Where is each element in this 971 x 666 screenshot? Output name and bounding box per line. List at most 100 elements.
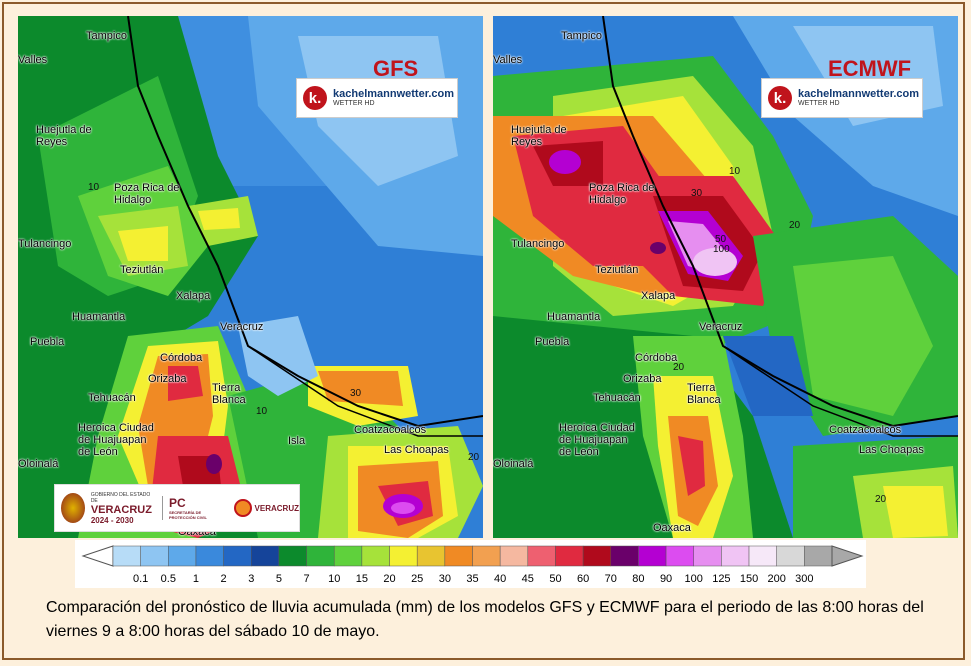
gov-line1: GOBIERNO DEL ESTADO DE — [90, 491, 151, 504]
city-label: Heroica Ciudad de Huajuapan de León — [78, 422, 154, 458]
legend-swatch — [416, 545, 446, 567]
city-label: Las Choapas — [859, 444, 924, 456]
isoline-label: 20 — [468, 452, 480, 463]
gfs-model-label: GFS — [373, 56, 419, 81]
isoline-label: 10 — [88, 182, 100, 193]
isoline-label: 100 — [713, 244, 730, 255]
city-label: Poza Rica de Hidalgo — [114, 182, 180, 206]
legend-swatch — [693, 545, 722, 567]
legend-label: 20 — [383, 573, 396, 585]
city-label: Isla — [288, 435, 306, 447]
legend-label: 45 — [521, 573, 534, 585]
city-label: Coatzacoalcos — [829, 424, 902, 436]
legend-label: 90 — [659, 573, 673, 585]
kachelmann-logo: k. kachelmannwetter.com WETTER HD — [761, 78, 923, 118]
legend-swatch — [195, 545, 224, 567]
city-label: Huejutla de Reyes — [511, 124, 567, 148]
legend-label: 3 — [248, 573, 255, 585]
gov-name: VERACRUZ — [90, 503, 152, 516]
legend-swatch — [140, 545, 169, 567]
legend-swatch — [278, 545, 307, 567]
legend-label: 15 — [355, 573, 368, 585]
city-label: Córdoba — [635, 352, 678, 364]
ecmwf-model-label: ECMWF — [828, 56, 912, 81]
legend-swatch — [721, 545, 750, 567]
city-label: Orizaba — [148, 373, 187, 385]
city-label: Teziutlán — [120, 264, 164, 276]
isoline-label: 20 — [875, 494, 887, 505]
kachelmann-logo: k. kachelmannwetter.com WETTER HD — [296, 78, 458, 118]
city-label: Xalapa — [641, 290, 676, 302]
legend-swatch — [223, 545, 252, 567]
legend-swatch — [112, 545, 141, 567]
image-frame — [2, 2, 965, 660]
legend-swatch — [251, 545, 280, 567]
legend-swatch — [472, 545, 501, 567]
legend-label: 125 — [712, 573, 731, 585]
legend-label: 40 — [494, 573, 507, 585]
city-label: Oloinalá — [493, 458, 534, 470]
city-label: Heroica Ciudad de Huajuapan de León — [559, 422, 635, 458]
city-label: Las Choapas — [384, 444, 449, 456]
legend-label: 0.5 — [160, 573, 176, 585]
gfs-rainfall-map: GFS k. kachelmannwetter.com WETTER HD Tam… — [18, 16, 483, 538]
city-label: Huejutla de Reyes — [36, 124, 92, 148]
isoline-label: 10 — [256, 406, 268, 417]
ecmwf-rainfall-map: ECMWF k. kachelmannwetter.com WETTER HD T… — [493, 16, 958, 538]
pc-sub: SECRETARÍA DE PROTECCIÓN CIVIL — [168, 510, 207, 520]
legend-label: 2 — [220, 573, 227, 585]
legend-label: 150 — [739, 573, 759, 585]
logo-site: kachelmannwetter.com — [333, 87, 455, 100]
legend-label: 60 — [576, 573, 590, 585]
city-label: Xalapa — [176, 290, 211, 302]
city-label: Tampico — [561, 30, 602, 42]
isoline-label: 20 — [673, 362, 685, 373]
legend-swatch — [444, 545, 473, 567]
legend-label: 100 — [684, 573, 703, 585]
legend-swatch — [527, 545, 556, 567]
caption: Comparación del pronóstico de lluvia acu… — [46, 599, 924, 640]
legend-label: 5 — [275, 573, 282, 585]
legend-swatch — [610, 545, 639, 567]
city-label: Tierra Blanca — [212, 382, 246, 406]
legend-label: 30 — [438, 573, 451, 585]
legend-swatch — [665, 545, 694, 567]
legend-swatch — [361, 545, 390, 567]
pc-label: PC — [168, 496, 186, 510]
city-label: Tulancingo — [511, 238, 565, 250]
legend-swatch — [499, 545, 529, 567]
city-label: Huamantla — [547, 311, 601, 323]
legend-swatch — [168, 545, 197, 567]
veracruz-seal-icon — [61, 493, 85, 523]
gov-years: 2024 - 2030 — [90, 515, 134, 525]
legend-label: 7 — [303, 573, 310, 585]
city-label: Veracruz — [220, 321, 264, 333]
legend-label: 0.1 — [132, 573, 149, 585]
city-label: Valles — [18, 54, 48, 66]
legend-label: 200 — [767, 573, 786, 585]
legend-label: 10 — [328, 573, 341, 585]
city-label: Oaxaca — [653, 522, 691, 534]
legend-label: 50 — [549, 573, 562, 585]
legend-arrow-right — [831, 545, 864, 567]
legend-color-bar — [81, 545, 864, 567]
city-label: Valles — [493, 54, 523, 66]
city-label: Veracruz — [699, 321, 743, 333]
legend-swatch — [776, 545, 805, 567]
city-label: Puebla — [30, 336, 65, 348]
logo-site: kachelmannwetter.com — [798, 87, 920, 100]
city-label: Tehuacán — [88, 392, 136, 404]
city-label: Oloinalá — [18, 458, 59, 470]
rainfall-legend: 0.1 0.5 1 2 3 5 7 10 15 20 25 30 35 40 45 50 60 70 80 90 100… — [75, 540, 866, 588]
isoline-label: 20 — [789, 220, 801, 231]
legend-swatch — [804, 545, 833, 567]
isoline-label: 30 — [691, 188, 703, 199]
legend-label: 300 — [795, 573, 814, 585]
secretaria-label: VERACRUZ — [254, 503, 299, 513]
kachelmann-k-icon: k. — [303, 86, 327, 110]
gfs-map-canvas — [18, 16, 483, 538]
legend-swatch — [333, 545, 363, 567]
legend-swatch — [555, 545, 584, 567]
city-label: Orizaba — [623, 373, 662, 385]
legend-label: 25 — [411, 573, 424, 585]
